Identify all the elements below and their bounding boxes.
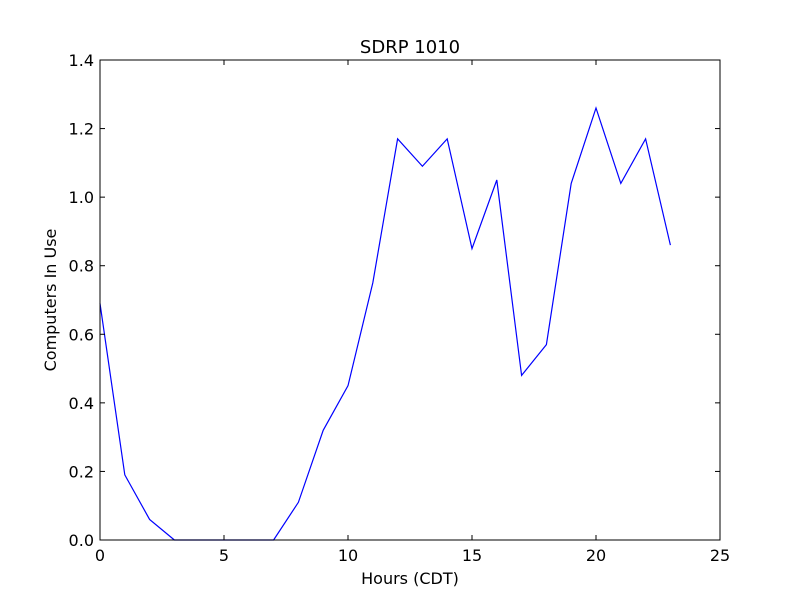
x-axis-ticks: 0 5 10 15 20 25 — [95, 60, 730, 565]
y-tick-label: 0.2 — [69, 462, 94, 481]
y-tick-label: 0.6 — [69, 325, 94, 344]
plot-area: 0 5 10 15 20 25 0.0 0.2 0.4 0.6 0.8 1.0 1.2 1.4 — [69, 51, 731, 565]
x-tick-label: 20 — [586, 546, 606, 565]
chart-title: SDRP 1010 — [360, 37, 460, 58]
y-tick-label: 1.2 — [69, 120, 94, 139]
x-tick-label: 25 — [710, 546, 730, 565]
y-tick-label: 1.4 — [69, 51, 94, 70]
x-tick-label: 0 — [95, 546, 105, 565]
y-axis-ticks: 0.0 0.2 0.4 0.6 0.8 1.0 1.2 1.4 — [69, 51, 720, 550]
y-tick-label: 1.0 — [69, 188, 94, 207]
x-tick-label: 15 — [462, 546, 482, 565]
y-tick-label: 0.4 — [69, 394, 94, 413]
series-line-0 — [99, 106, 671, 541]
y-tick-label: 0.8 — [69, 257, 94, 276]
x-tick-label: 10 — [338, 546, 358, 565]
x-axis-label: Hours (CDT) — [361, 569, 459, 588]
y-axis-label: Computers In Use — [41, 229, 60, 372]
x-tick-label: 5 — [219, 546, 229, 565]
series-layer — [99, 106, 671, 541]
plot-frame — [99, 59, 721, 541]
y-tick-label: 0.0 — [69, 531, 94, 550]
